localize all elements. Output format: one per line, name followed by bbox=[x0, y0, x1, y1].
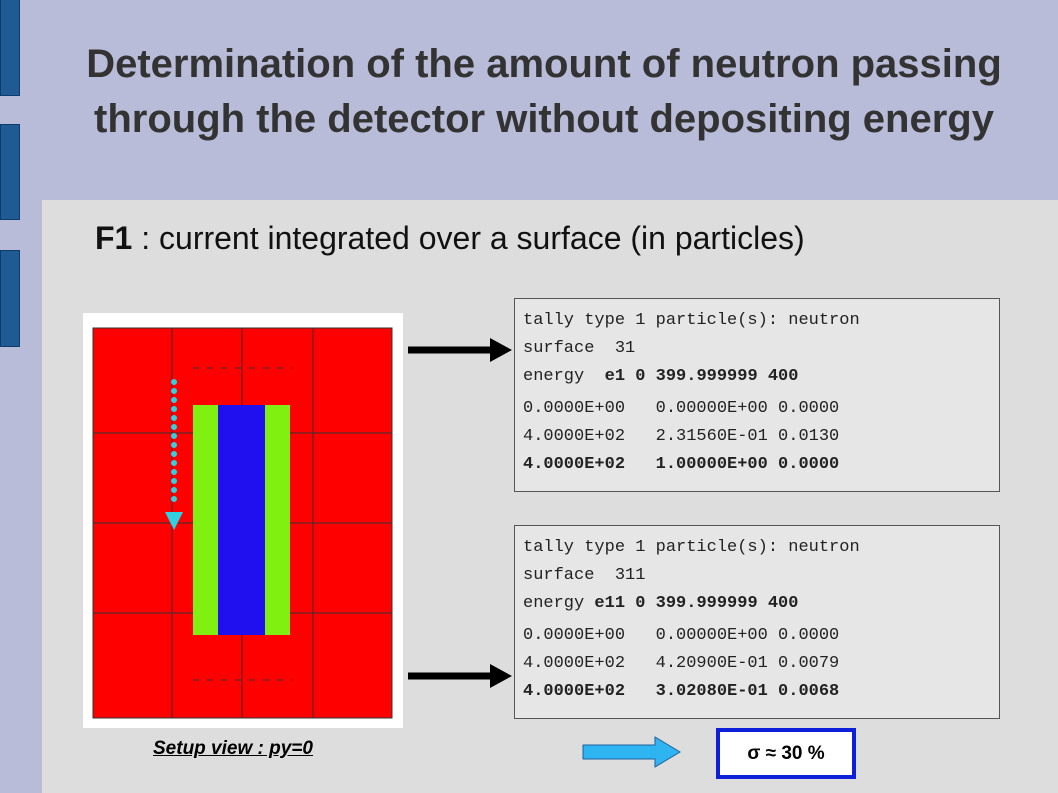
arrow-head bbox=[490, 338, 512, 362]
tally-row: 4.0000E+02 1.00000E+00 0.0000 bbox=[523, 455, 840, 474]
energy-value: e1 0 399.999999 400 bbox=[604, 367, 799, 386]
tab bbox=[0, 250, 20, 347]
tally-energy: energy e1 0 399.999999 400 bbox=[523, 363, 991, 391]
title: through the detector without depositing … bbox=[94, 97, 994, 141]
tally-header: tally type 1 particle(s): neutron bbox=[523, 538, 860, 557]
energy-value: e11 0 399.999999 400 bbox=[594, 594, 799, 613]
tally-row: 0.0000E+00 0.00000E+00 0.0000 bbox=[523, 626, 840, 645]
tally-energy: energy e11 0 399.999999 400 bbox=[523, 590, 991, 618]
subtitle-bold: F1 bbox=[95, 220, 133, 256]
tally-row: 4.0000E+02 2.31560E-01 0.0130 bbox=[523, 427, 840, 446]
tab bbox=[0, 124, 20, 220]
tally-box: tally type 1 particle(s): neutron surface… bbox=[514, 298, 1000, 492]
caption: Setup view : py=0 bbox=[153, 738, 313, 759]
energy-label: energy bbox=[523, 594, 595, 613]
result-arrow bbox=[582, 736, 681, 768]
arrow-head bbox=[490, 664, 512, 688]
tab bbox=[0, 0, 20, 96]
tally-box: tally type 1 particle(s): neutron surface… bbox=[514, 525, 1000, 719]
tally-surface: surface 31 bbox=[523, 339, 636, 358]
arrow-head bbox=[165, 512, 183, 530]
detector-core bbox=[218, 405, 265, 635]
subtitle-text: : current integrated over a surface (in … bbox=[132, 220, 805, 256]
result: σ ≈ 30 % bbox=[716, 728, 856, 779]
tally-surface: surface 311 bbox=[523, 566, 646, 585]
subtitle: F1 : current integrated over a surface (… bbox=[95, 220, 805, 257]
tally-row: 0.0000E+00 0.00000E+00 0.0000 bbox=[523, 399, 840, 418]
energy-label: energy bbox=[523, 367, 605, 386]
tally-row: 4.0000E+02 3.02080E-01 0.0068 bbox=[523, 682, 840, 701]
title: Determination of the amount of neutron p… bbox=[86, 42, 1002, 86]
tally-row: 4.0000E+02 4.20900E-01 0.0079 bbox=[523, 654, 840, 673]
tally-header: tally type 1 particle(s): neutron bbox=[523, 311, 860, 330]
